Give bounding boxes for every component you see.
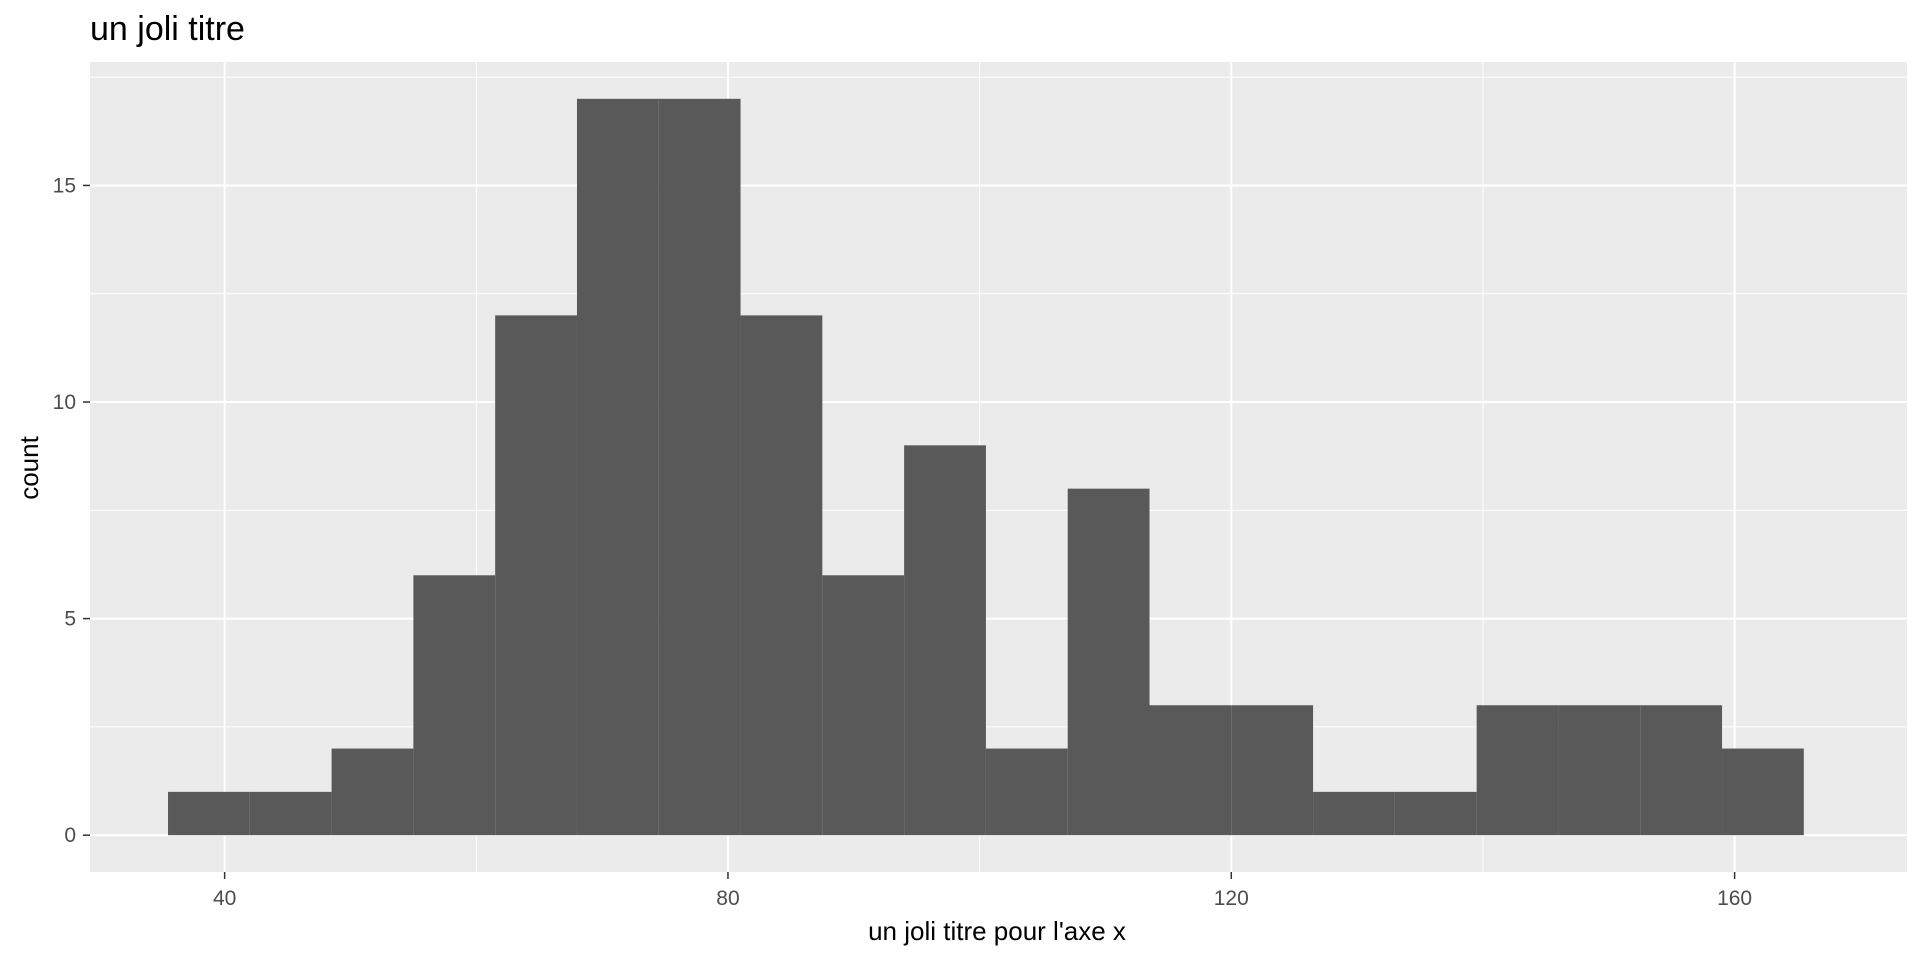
histogram-bar bbox=[1313, 791, 1395, 836]
histogram-bar bbox=[1149, 705, 1232, 836]
x-tick-label: 160 bbox=[1717, 887, 1752, 910]
y-tick-label: 10 bbox=[53, 391, 76, 414]
histogram-bar bbox=[495, 315, 577, 836]
chart-title: un joli titre bbox=[90, 10, 245, 48]
histogram-bar bbox=[740, 315, 823, 836]
x-axis-title: un joli titre pour l'axe x bbox=[868, 916, 1126, 946]
y-axis: 0 5 10 15 bbox=[53, 174, 90, 847]
histogram-bar bbox=[1558, 705, 1641, 836]
y-axis-title: count bbox=[14, 435, 44, 499]
histogram-bar bbox=[904, 445, 986, 836]
histogram-bar bbox=[1640, 705, 1723, 836]
x-tick-label: 40 bbox=[213, 887, 236, 910]
x-tick-label: 80 bbox=[716, 887, 739, 910]
y-tick-label: 15 bbox=[53, 174, 76, 197]
histogram-bar bbox=[1476, 705, 1559, 836]
histogram-bar bbox=[168, 791, 250, 836]
histogram-bar bbox=[1722, 748, 1804, 836]
histogram-bar bbox=[1067, 488, 1150, 836]
histogram-bar bbox=[249, 791, 332, 836]
histogram-bar bbox=[822, 575, 905, 836]
x-tick-label: 120 bbox=[1214, 887, 1249, 910]
x-axis: 40 80 120 160 bbox=[213, 872, 1752, 910]
histogram-bar bbox=[331, 748, 414, 836]
histogram-bars bbox=[168, 98, 1804, 836]
histogram-bar bbox=[658, 98, 741, 836]
histogram-bar bbox=[1231, 705, 1314, 836]
histogram-bar bbox=[576, 98, 659, 836]
y-tick-label: 0 bbox=[64, 824, 76, 847]
histogram-bar bbox=[1394, 791, 1477, 836]
histogram-bar bbox=[413, 575, 496, 836]
y-tick-label: 5 bbox=[64, 608, 76, 631]
histogram-bar bbox=[985, 748, 1068, 836]
